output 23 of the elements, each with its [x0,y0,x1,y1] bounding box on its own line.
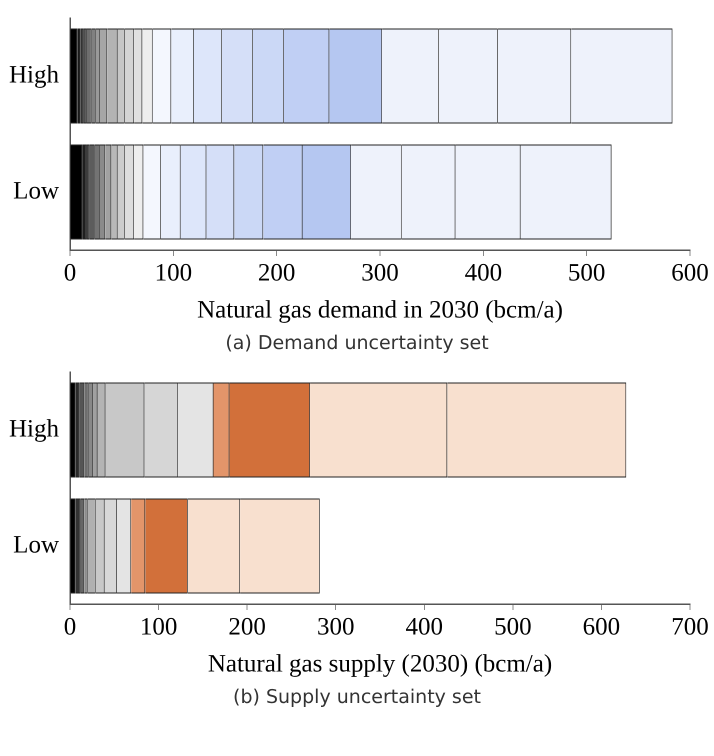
x-tick-label: 700 [671,614,709,641]
x-tick-label: 100 [140,614,178,641]
x-tick-label: 200 [258,260,296,287]
x-axis-title: Natural gas demand in 2030 (bcm/a) [197,296,563,324]
y-tick-label: Low [13,532,59,559]
y-tick-label: High [9,62,60,89]
x-tick-label: 200 [228,614,266,641]
x-tick-label: 500 [494,614,532,641]
text: (b) Supply uncertainty set [232,686,482,708]
x-tick-label: 600 [582,614,620,641]
x-tick-label: 0 [64,260,76,287]
y-tick-label: Low [13,178,59,205]
x-tick-label: 300 [361,260,399,287]
text: (a) Demand uncertainty set [224,332,490,354]
x-tick-label: 400 [464,260,502,287]
x-tick-label: 500 [568,260,606,287]
x-tick-label: 400 [406,614,444,641]
x-tick-label: 100 [154,260,192,287]
x-tick-label: 300 [316,614,354,641]
x-tick-label: 600 [671,260,709,287]
x-tick-label: 0 [64,614,76,641]
y-tick-label: High [9,416,60,443]
x-axis-title: Natural gas supply (2030) (bcm/a) [208,650,552,678]
